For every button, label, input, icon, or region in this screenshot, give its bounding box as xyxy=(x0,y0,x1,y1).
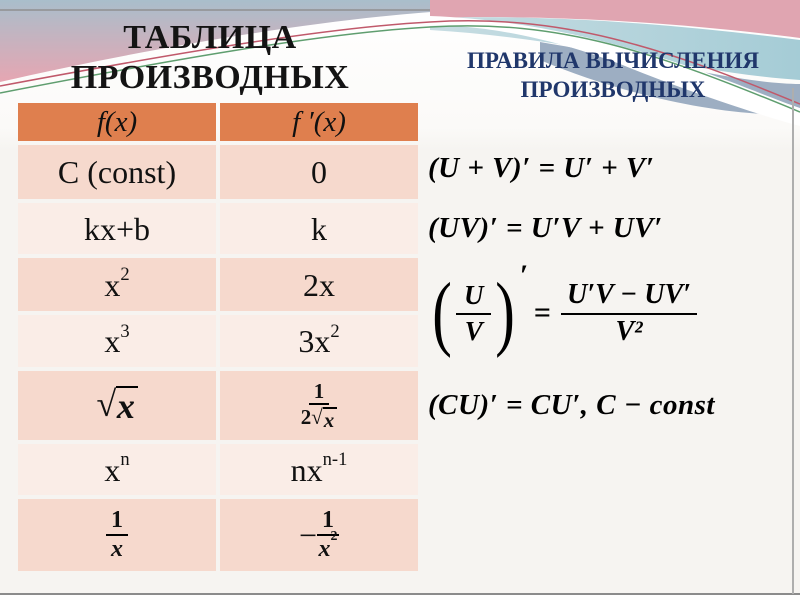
right-title-line1: ПРАВИЛА ВЫЧИСЛЕНИЯ xyxy=(467,48,759,73)
constant-multiple-rule-formula: (CU)′ = CU′, C − const xyxy=(428,389,715,421)
quotient-result-fraction: U′V − UV′ V² xyxy=(561,279,698,348)
header-cell-f-prime: f ′(x) xyxy=(220,103,418,141)
table-row: √ x 1 2 √ x xyxy=(18,371,418,440)
sum-rule-formula: (U + V)′ = U′ + V′ xyxy=(428,152,655,184)
derivative-cell: 0 xyxy=(220,145,418,199)
quotient-rule-formula: ( U V ) ′ = U′V − UV′ V² xyxy=(428,259,793,363)
derivatives-table: f(x) f ′(x) C (const) 0 kx+b k x 2 2x x 3 3x 2 √ x 1 2… xyxy=(18,103,418,575)
table-row: x 2 2x xyxy=(18,258,418,311)
right-paren: ) xyxy=(495,266,516,360)
left-title-line2: ПРОИЗВОДНЫХ xyxy=(70,59,350,96)
derivative-cell: 1 2 √ x xyxy=(220,371,418,440)
function-cell: √ x xyxy=(18,371,216,440)
derivative-rules-panel: (U + V)′ = U′ + V′ (UV)′ = U′V + UV′ ( U… xyxy=(428,150,793,422)
right-edge-line xyxy=(792,88,794,594)
right-title-line2: ПРОИЗВОДНЫХ xyxy=(520,77,706,102)
product-rule-formula: (UV)′ = U′V + UV′ xyxy=(428,212,663,244)
page-title-derivative-rules: ПРАВИЛА ВЫЧИСЛЕНИЯ ПРОИЗВОДНЫХ xyxy=(428,46,798,104)
fraction-numerator: U′V − UV′ xyxy=(561,279,698,315)
left-title-line1: ТАБЛИЦА xyxy=(123,19,297,56)
derivative-cell: − 1 x2 xyxy=(220,499,418,571)
equals-sign: = xyxy=(533,296,552,329)
table-row: C (const) 0 xyxy=(18,145,418,199)
derivative-cell: nx n-1 xyxy=(220,444,418,495)
fraction-denominator: V xyxy=(464,315,483,346)
bottom-edge-line xyxy=(0,593,800,595)
derivative-cell: 2x xyxy=(220,258,418,311)
derivative-cell: k xyxy=(220,203,418,254)
fraction-numerator: U xyxy=(455,280,492,315)
table-body: C (const) 0 kx+b k x 2 2x x 3 3x 2 √ x 1 2 √ x x n nx n-1 1 x −… xyxy=(18,145,418,571)
bottom-margin xyxy=(0,595,800,600)
fraction-denominator: V² xyxy=(615,315,643,347)
function-cell: C (const) xyxy=(18,145,216,199)
left-paren: ( xyxy=(432,266,452,360)
page-title-table-of-derivatives: ТАБЛИЦА ПРОИЗВОДНЫХ xyxy=(10,18,410,98)
table-header-row: f(x) f ′(x) xyxy=(18,103,418,141)
function-cell: kx+b xyxy=(18,203,216,254)
table-row: kx+b k xyxy=(18,203,418,254)
table-row: x n nx n-1 xyxy=(18,444,418,495)
prime-mark: ′ xyxy=(519,259,528,292)
table-row: 1 x − 1 x2 xyxy=(18,499,418,571)
derivative-cell: 3x 2 xyxy=(220,315,418,367)
u-over-v-fraction: U V xyxy=(455,280,492,347)
header-cell-f: f(x) xyxy=(18,103,216,141)
table-row: x 3 3x 2 xyxy=(18,315,418,367)
